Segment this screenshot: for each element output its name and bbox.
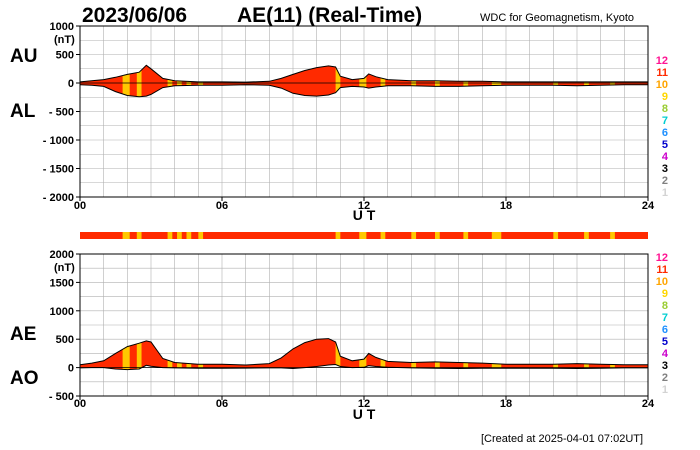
strip-segment — [491, 232, 502, 239]
legend-count-11: 11 — [656, 67, 668, 79]
y-tick-label: 1000 — [50, 306, 74, 318]
chart-title: AE(11) (Real-Time) — [237, 4, 423, 27]
strip-segment — [167, 232, 173, 239]
series-line-ao — [79, 363, 648, 371]
legend-count-8: 8 — [662, 103, 668, 115]
legend-count-9: 9 — [662, 91, 668, 103]
legend-count-2: 2 — [662, 372, 668, 384]
strip-segment — [335, 232, 341, 239]
legend-count-8: 8 — [662, 300, 668, 312]
y-tick-label: - 1500 — [43, 164, 74, 176]
x-tick-label: 06 — [216, 200, 228, 212]
legend-count-7: 7 — [662, 312, 668, 324]
highlight-stripe — [136, 338, 142, 370]
y-tick-label: - 500 — [49, 107, 74, 119]
x-tick-label: 18 — [500, 398, 512, 410]
x-tick-label: 12 — [358, 200, 370, 212]
created-timestamp: [Created at 2025-04-01 07:02UT] — [481, 433, 644, 445]
legend-count-2: 2 — [662, 175, 668, 187]
series-line-au — [79, 64, 648, 83]
series-line-al — [79, 84, 648, 98]
y-axis-unit: (nT) — [54, 262, 75, 274]
panel-au-al: 1000 500 0 - 500 - 1000 - 1500 - 2000 (nT) 00 06 1… — [10, 21, 669, 223]
strip-segment — [553, 232, 559, 239]
legend-count-5: 5 — [662, 336, 668, 348]
y-tick-label: 500 — [56, 334, 74, 346]
station-strip — [80, 232, 648, 239]
legend-count-4: 4 — [662, 151, 669, 163]
highlight-stripe — [380, 65, 386, 97]
strip-segment — [435, 232, 440, 239]
date-label: 2023/06/06 — [82, 4, 188, 27]
legend-count-1: 1 — [662, 384, 668, 396]
y-tick-label: - 500 — [49, 391, 74, 403]
legend-count-3: 3 — [662, 163, 668, 175]
legend-count-6: 6 — [662, 324, 668, 336]
strip-segment — [186, 232, 192, 239]
highlight-stripe — [122, 65, 130, 97]
x-axis-label: U T — [353, 406, 376, 422]
y-tick-label: 0 — [68, 363, 74, 375]
legend-count-11: 11 — [656, 264, 668, 276]
highlight-stripe — [335, 338, 341, 370]
x-tick-label: 24 — [642, 398, 655, 410]
highlight-stripe — [167, 65, 173, 97]
series-line-ae — [79, 338, 648, 366]
panel-label-ae: AE — [10, 324, 36, 345]
legend-count-4: 4 — [662, 348, 669, 360]
legend-count-1: 1 — [662, 187, 668, 199]
y-tick-label: - 1000 — [43, 135, 74, 147]
strip-segment — [411, 232, 417, 239]
y-tick-label: 1000 — [50, 21, 74, 33]
legend-count-12: 12 — [656, 55, 668, 67]
y-tick-label: - 2000 — [43, 192, 74, 204]
x-tick-label: 06 — [216, 398, 228, 410]
legend-count-5: 5 — [662, 139, 668, 151]
strip-segment — [359, 232, 367, 239]
strip-segment — [136, 232, 142, 239]
strip-segment — [198, 232, 204, 239]
panel-label-al: AL — [10, 101, 36, 122]
x-tick-label: 24 — [642, 200, 655, 212]
y-axis-unit: (nT) — [54, 34, 75, 46]
strip-segment — [463, 232, 469, 239]
strip-segment — [610, 232, 615, 239]
x-tick-label: 12 — [358, 398, 370, 410]
legend-count-10: 10 — [656, 276, 668, 288]
legend-count-10: 10 — [656, 79, 668, 91]
panel-label-ao: AO — [10, 368, 39, 389]
source-label: WDC for Geomagnetism, Kyoto — [480, 12, 635, 24]
highlight-stripe — [335, 65, 341, 97]
y-tick-label: 1500 — [50, 277, 74, 289]
strip-segment — [380, 232, 386, 239]
highlight-stripe — [122, 338, 130, 370]
x-tick-label: 00 — [74, 200, 86, 212]
strip-segment — [122, 232, 130, 239]
x-tick-label: 18 — [500, 200, 512, 212]
legend-count-3: 3 — [662, 360, 668, 372]
strip-segment — [584, 232, 589, 239]
highlight-stripe — [136, 65, 142, 97]
x-axis-label: U T — [353, 207, 376, 223]
legend-count-6: 6 — [662, 127, 668, 139]
legend-count-9: 9 — [662, 288, 668, 300]
panel-label-au: AU — [10, 46, 37, 67]
legend-count-12: 12 — [656, 252, 668, 264]
y-tick-label: 500 — [56, 50, 74, 62]
highlight-stripe — [359, 65, 367, 97]
y-tick-label: 0 — [68, 78, 74, 90]
legend-count-7: 7 — [662, 115, 668, 127]
strip-segment — [177, 232, 182, 239]
y-tick-label: 2000 — [50, 249, 74, 261]
x-tick-label: 00 — [74, 398, 86, 410]
